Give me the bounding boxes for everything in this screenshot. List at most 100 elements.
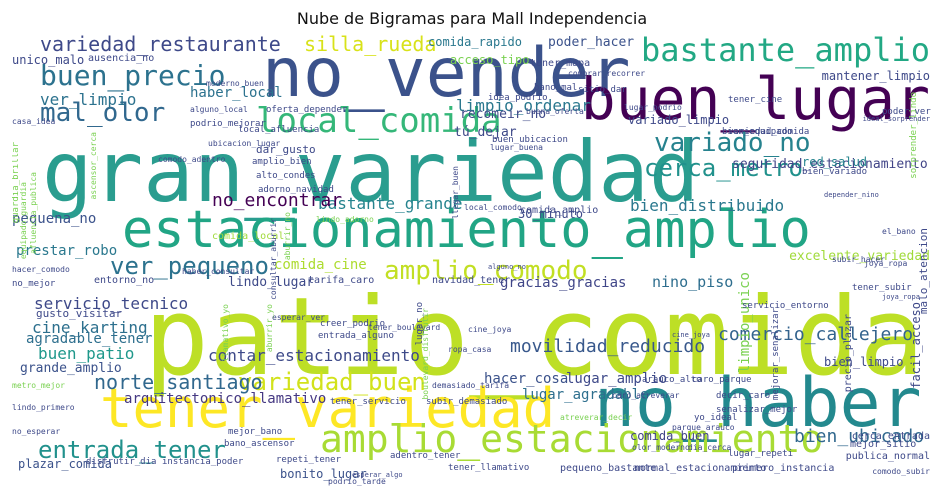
- cloud-word: ropa_casa: [448, 345, 492, 354]
- cloud-word: ver_pequeno: [110, 252, 269, 280]
- cloud-word: cine_joya: [672, 331, 710, 339]
- cloud-word: subir_hacer: [832, 255, 885, 264]
- cloud-word: unico_malo: [12, 53, 85, 67]
- cloud-word: buen_precio: [40, 59, 226, 92]
- cloud-word: senalizar_mejor: [716, 405, 798, 415]
- cloud-word: tarifa_caro: [308, 275, 375, 286]
- cloud-word: hacer_comodo: [12, 265, 70, 274]
- cloud-word: acceso_tipo: [450, 53, 530, 67]
- cloud-word: malo_atencion: [917, 228, 930, 315]
- cloud-word: bastante_amplio: [641, 32, 930, 69]
- cloud-word: dar_gusto: [256, 143, 316, 156]
- cloud-word: tener_boulevard: [368, 323, 441, 332]
- cloud-word: variado_no: [654, 128, 811, 158]
- cloud-word: ascensor_cerca: [89, 132, 98, 200]
- cloud-word: buen_ubicacion: [492, 135, 568, 145]
- cloud-word: oferta_depender: [266, 105, 348, 115]
- cloud-word: publica_normal: [845, 451, 930, 462]
- cloud-word: bano_ascensor: [224, 439, 295, 449]
- cloud-word: pequena_no: [12, 211, 97, 227]
- cloud-word: bien_variado: [802, 167, 868, 177]
- cloud-word: seguridad_estacionamiento: [732, 157, 928, 172]
- cloud-word: bien_distribuido: [630, 196, 785, 215]
- cloud-word: servicio_tecnico: [34, 294, 189, 313]
- cloud-word: tener_variedad: [100, 377, 556, 440]
- cloud-word: el_bano: [882, 227, 916, 236]
- cloud-word: caro_parque: [692, 375, 752, 385]
- cloud-word: limpio_unico: [737, 272, 753, 374]
- cloud-word: no_encontrar: [212, 190, 343, 211]
- cloud-word: local_afluencia: [238, 125, 320, 135]
- cloud-word: llamativo_yo: [221, 304, 230, 362]
- cloud-word: decir_caro: [716, 391, 771, 401]
- cloud-word: agradable_tener: [26, 331, 153, 347]
- cloud-word: mal_olor: [40, 98, 166, 128]
- cloud-word: ver_limpio: [40, 90, 137, 109]
- word-cloud: patio_comida gran_variedad estacionamiento…: [12, 32, 932, 494]
- cloud-word: comida_rapido: [428, 35, 522, 49]
- cloud-word: facil_acceso: [909, 302, 923, 389]
- cloud-word: variedad_buen: [238, 368, 426, 396]
- cloud-word: amplio_comodo: [384, 256, 588, 286]
- cloud-word: buena_oferta: [526, 107, 584, 116]
- cloud-word: arauco_alto: [642, 375, 702, 385]
- cloud-word: haber_local: [190, 85, 283, 101]
- cloud-word: haber_consultar: [182, 267, 255, 276]
- cloud-word: tener_servicio: [330, 397, 406, 407]
- cloud-word: adentro_tener: [390, 451, 461, 461]
- cloud-word: lugar_no: [415, 302, 425, 346]
- cloud-word: casa_idea: [12, 117, 56, 126]
- cloud-word: estacionamiento_amplio: [122, 200, 811, 260]
- cloud-word: bien_limpio: [824, 355, 904, 369]
- cloud-word: alto_condes: [256, 171, 316, 181]
- cloud-word: creer_podrio: [320, 319, 386, 329]
- cloud-word: aburrir_yo: [265, 304, 274, 353]
- cloud-word: lindo_adorno: [316, 215, 374, 224]
- cloud-word: lugar_agradable: [522, 387, 649, 403]
- cloud-word: yo_ideal: [694, 413, 738, 423]
- cloud-word: dia_cerca: [688, 443, 732, 452]
- cloud-word: olor_moderno: [632, 443, 690, 452]
- cloud-word: prestar_robo: [16, 243, 118, 259]
- cloud-word: 30_minuto: [518, 207, 584, 221]
- cloud-word: comercio_callejero: [718, 324, 914, 345]
- cloud-word: movilidad_reducido: [510, 336, 706, 357]
- cloud-word: mantener_limpio: [821, 69, 930, 83]
- cloud-word: no_haber: [594, 364, 922, 443]
- cloud-word: lugar_amplio: [566, 371, 668, 387]
- cloud-word: comprar_recorrer: [568, 69, 646, 78]
- cloud-word: alguno_no: [488, 263, 526, 271]
- cloud-word: comodo_adentro: [158, 155, 226, 164]
- cloud-word: instancia_poder: [162, 457, 244, 467]
- cloud-word: gran_variedad: [42, 123, 700, 221]
- cloud-word: gusto_visitar: [36, 307, 123, 320]
- cloud-word: mejor_sitio: [850, 439, 917, 450]
- cloud-word: metro_mejor: [12, 381, 65, 390]
- cloud-word: no_mejor: [12, 279, 56, 289]
- cloud-word: bastante_grande: [318, 194, 463, 213]
- cloud-word: grande_amplio: [20, 361, 122, 376]
- cloud-word: norte_santiago: [94, 370, 263, 394]
- cloud-word: parque_arauco: [672, 423, 735, 432]
- cloud-word: no_esperar: [12, 427, 61, 436]
- cloud-word: local_comida: [256, 101, 502, 141]
- cloud-word: entrada_alguno: [318, 331, 394, 341]
- cloud-word: precio_plazar: [843, 314, 854, 393]
- cloud-word: variedad_restaurante: [40, 32, 281, 56]
- cloud-word: consultar_aburrir: [269, 218, 278, 300]
- cloud-word: bano_mal: [534, 83, 578, 93]
- cloud-word: cerca_entrada: [851, 431, 930, 442]
- cloud-word: hacer_cosa: [484, 371, 569, 387]
- cloud-word: atreverar_decir: [560, 413, 633, 422]
- cloud-word: poder_ver: [882, 107, 931, 117]
- cloud-word: cine_joya: [468, 325, 512, 334]
- cloud-word: repeti_tener: [276, 455, 342, 465]
- cloud-word: depender_nino: [824, 191, 879, 199]
- cloud-word: navidad_tener: [432, 275, 511, 286]
- cloud-word: sorprender_lindo: [909, 92, 919, 179]
- cloud-word: plazar_comida: [18, 457, 112, 471]
- cloud-word: ubicacion_lugar: [208, 139, 281, 148]
- cloud-word: idea_podrio: [488, 93, 548, 103]
- cloud-word: tener_llamativo: [448, 463, 530, 473]
- cloud-word: mejor_bano: [228, 427, 283, 437]
